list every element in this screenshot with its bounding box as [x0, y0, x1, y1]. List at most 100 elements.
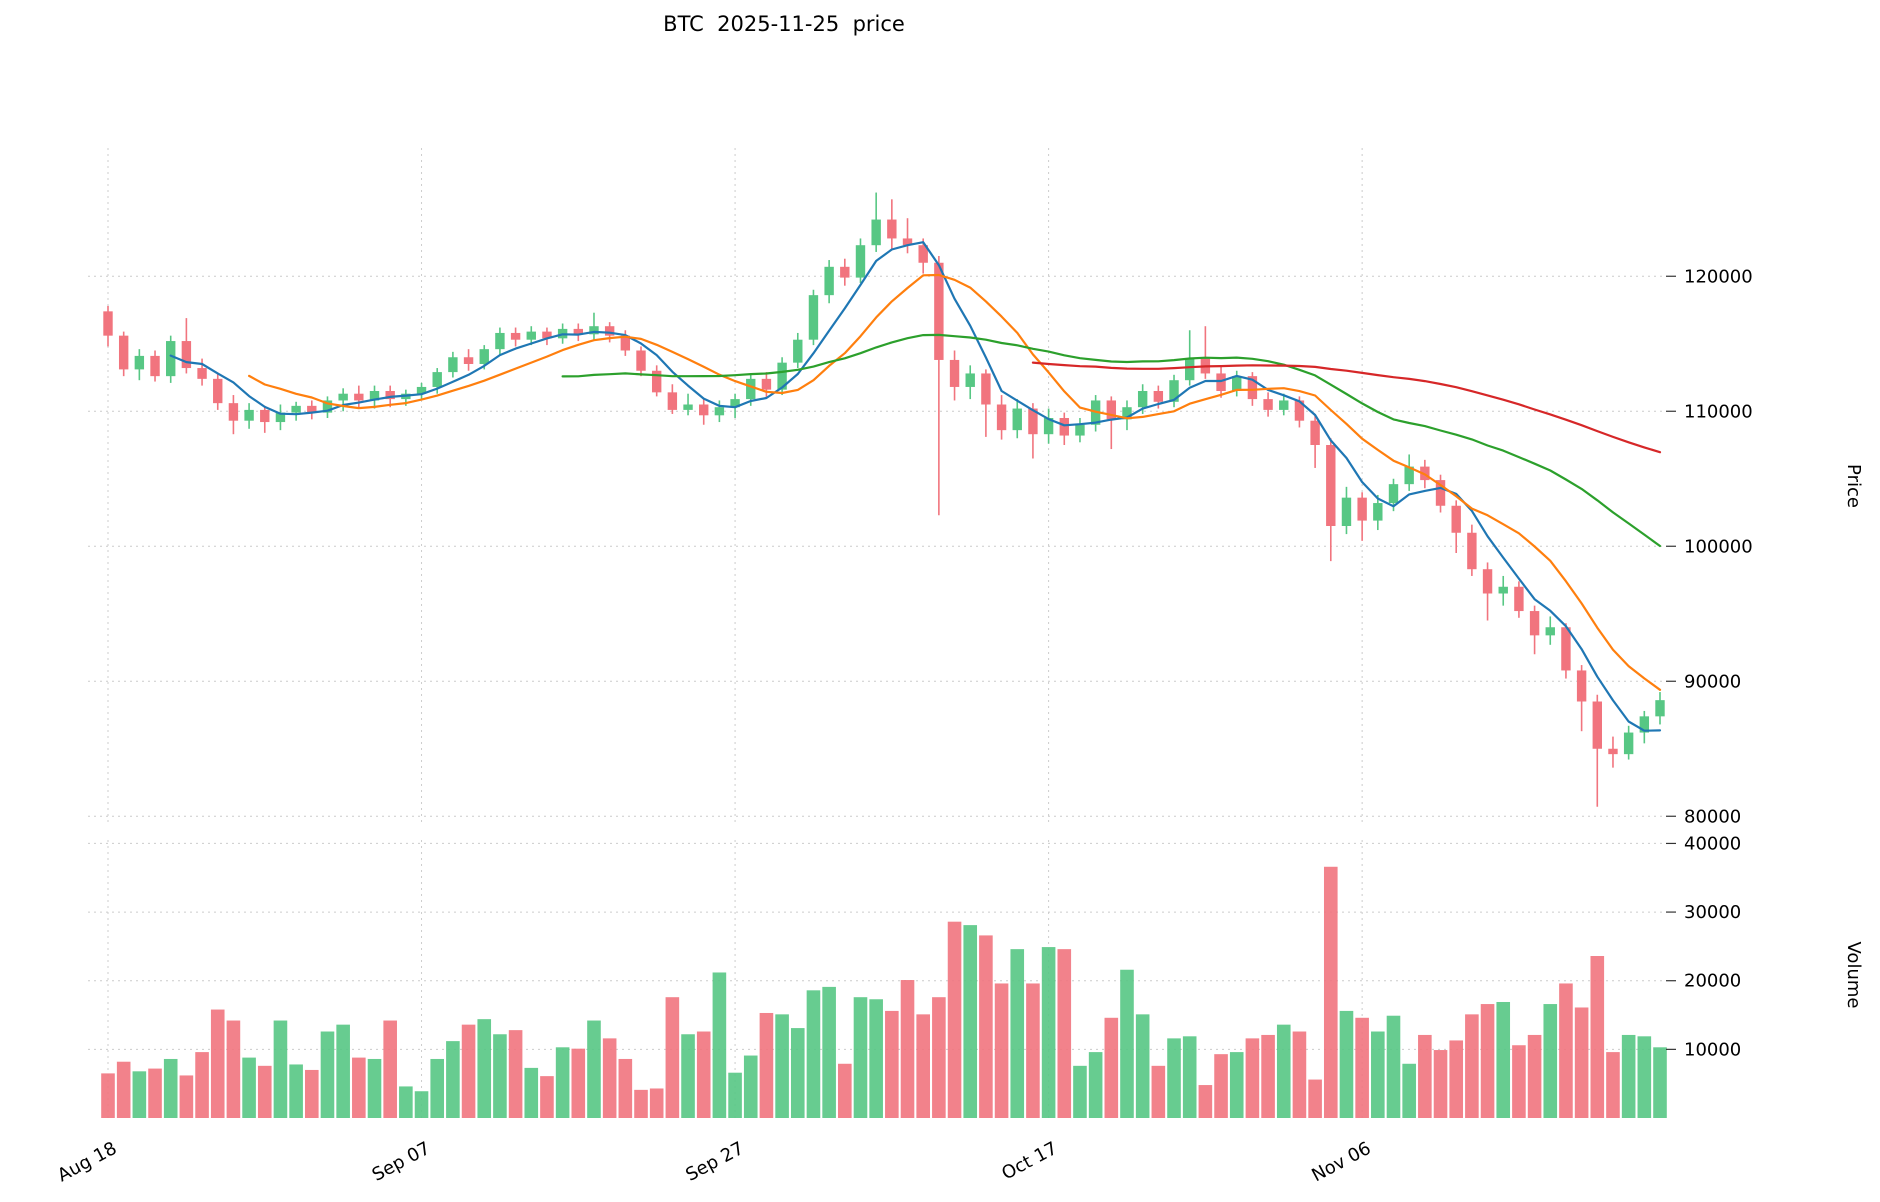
- candle-body: [1608, 748, 1618, 755]
- candle-body: [1655, 700, 1665, 717]
- volume-bar: [1182, 1036, 1197, 1118]
- volume-bar: [508, 1030, 523, 1118]
- candle-body: [1153, 391, 1164, 402]
- volume-bar: [320, 1031, 335, 1118]
- volume-bar: [477, 1019, 492, 1118]
- candle-body: [808, 295, 819, 340]
- volume-bar: [304, 1069, 319, 1118]
- volume-bar: [1026, 983, 1040, 1118]
- volume-bar: [1010, 949, 1025, 1118]
- candle-body: [181, 341, 192, 369]
- volume-bar: [1151, 1065, 1166, 1118]
- volume-bar: [1606, 1052, 1620, 1118]
- candle-body: [1388, 484, 1399, 504]
- volume-bar: [461, 1024, 476, 1118]
- price-panel: [103, 192, 1665, 807]
- volume-bar: [273, 1020, 288, 1118]
- candle-body: [118, 335, 129, 370]
- volume-bar: [1512, 1045, 1526, 1118]
- candle-body: [573, 328, 584, 335]
- volume-bar: [1527, 1034, 1542, 1118]
- volume-bar: [916, 1014, 930, 1118]
- ma-line-ma60: [1031, 361, 1662, 454]
- candle-body: [949, 359, 960, 387]
- volume-bar: [1041, 947, 1056, 1118]
- candle-body: [1184, 358, 1195, 381]
- candle-body: [1639, 716, 1650, 733]
- candle-body: [1529, 611, 1540, 636]
- volume-bar: [1229, 1052, 1244, 1118]
- price-tick-label: 80000: [1684, 806, 1741, 827]
- candle-body: [275, 412, 286, 423]
- candle-body: [526, 331, 536, 340]
- volume-bar: [414, 1091, 429, 1118]
- volume-bar: [148, 1068, 162, 1118]
- volume-bar: [1245, 1038, 1260, 1118]
- candle-body: [714, 407, 725, 416]
- volume-bar: [1057, 949, 1072, 1118]
- candle-body: [699, 404, 709, 416]
- ma-line-ma5: [169, 241, 1662, 732]
- volume-bar: [602, 1038, 617, 1118]
- candle-body: [855, 245, 866, 278]
- x-tick-label: Sep 27: [682, 1138, 747, 1186]
- volume-bar: [1590, 956, 1605, 1118]
- volume-bar: [1418, 1034, 1432, 1118]
- candle-body: [1075, 424, 1085, 436]
- volume-bar: [1339, 1010, 1354, 1118]
- candle-body: [667, 392, 678, 410]
- volume-bar: [352, 1057, 366, 1118]
- volume-bar: [242, 1057, 256, 1118]
- candle-body: [840, 266, 850, 278]
- volume-bar: [430, 1058, 445, 1118]
- candle-body: [761, 378, 772, 390]
- volume-bar: [179, 1075, 194, 1118]
- candle-body: [1482, 569, 1493, 594]
- candle-body: [1435, 480, 1446, 506]
- candle-body: [793, 339, 803, 363]
- volume-bar: [1653, 1047, 1667, 1118]
- volume-bar: [540, 1076, 554, 1118]
- volume-bar: [1574, 1007, 1589, 1118]
- volume-bar: [1292, 1031, 1307, 1118]
- candle-body: [291, 405, 301, 413]
- volume-bar: [555, 1047, 570, 1118]
- volume-bar: [289, 1064, 303, 1118]
- volume-bar: [163, 1058, 178, 1118]
- volume-bar: [1637, 1036, 1652, 1118]
- candle-body: [996, 404, 1007, 431]
- candle-body: [338, 393, 348, 401]
- candle-body: [981, 373, 991, 405]
- volume-bar: [493, 1034, 507, 1118]
- candle-body: [1028, 408, 1038, 435]
- volume-bar: [790, 1028, 805, 1118]
- candle-body: [495, 332, 505, 350]
- volume-bar: [1433, 1050, 1448, 1118]
- ma-line-ma30: [561, 333, 1662, 548]
- candle-body: [228, 403, 239, 421]
- volume-tick-label: 30000: [1684, 902, 1741, 923]
- candle-body: [1592, 701, 1602, 749]
- volume-bar: [618, 1058, 633, 1118]
- candle-body: [166, 341, 176, 377]
- price-tick-label: 90000: [1684, 671, 1741, 692]
- volume-bar: [979, 935, 993, 1118]
- volume-tick-label: 40000: [1684, 833, 1741, 854]
- candle-body: [1498, 586, 1508, 594]
- candle-body: [777, 362, 787, 390]
- volume-bar: [1621, 1034, 1636, 1118]
- volume-bar: [696, 1031, 711, 1118]
- volume-bar: [524, 1067, 539, 1118]
- candle-body: [589, 326, 599, 335]
- volume-bar: [728, 1072, 742, 1118]
- candle-body: [1169, 380, 1179, 402]
- volume-bar: [806, 990, 821, 1118]
- volume-bar: [900, 980, 915, 1118]
- volume-bar: [1559, 983, 1573, 1118]
- volume-bar: [101, 1073, 115, 1118]
- grid-layer: [88, 148, 1664, 1118]
- volume-bar: [1355, 1017, 1369, 1118]
- volume-bar: [1465, 1014, 1479, 1118]
- volume-bar: [1135, 1014, 1150, 1118]
